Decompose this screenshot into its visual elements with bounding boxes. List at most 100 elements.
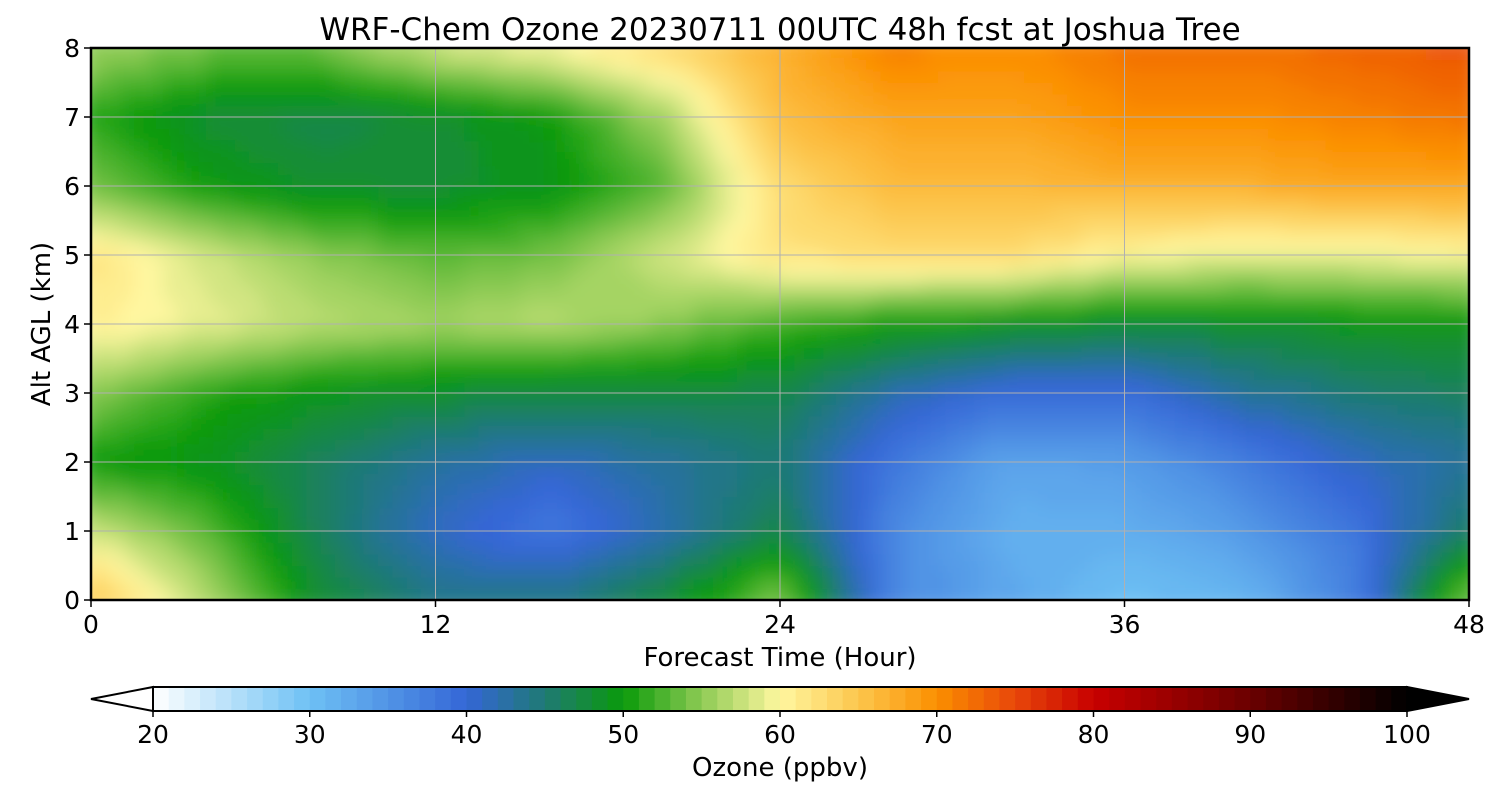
heatmap-cell — [277, 94, 293, 107]
heatmap-cell — [349, 393, 365, 406]
heatmap-cell — [1339, 324, 1355, 337]
heatmap-cell — [205, 450, 221, 463]
heatmap-cell — [406, 151, 422, 164]
heatmap-cell — [1095, 82, 1111, 95]
heatmap-cell — [464, 151, 480, 164]
heatmap-cell — [1167, 347, 1183, 360]
heatmap-cell — [780, 427, 795, 440]
heatmap-cell — [191, 140, 207, 153]
heatmap-cell — [1181, 335, 1197, 348]
heatmap-cell — [550, 82, 566, 95]
heatmap-cell — [449, 197, 465, 210]
heatmap-cell — [449, 94, 465, 107]
heatmap-cell — [335, 209, 350, 222]
heatmap-cell — [995, 243, 1011, 256]
heatmap-cell — [980, 554, 996, 567]
heatmap-cell — [320, 278, 336, 291]
heatmap-cell — [220, 312, 236, 325]
heatmap-cell — [1440, 416, 1456, 429]
heatmap-cell — [780, 439, 795, 452]
heatmap-cell — [1339, 508, 1355, 521]
heatmap-cell — [636, 393, 652, 406]
heatmap-cell — [1425, 347, 1441, 360]
heatmap-cell — [1181, 220, 1197, 233]
heatmap-cell — [650, 485, 666, 498]
heatmap-cell — [1311, 220, 1327, 233]
heatmap-cell — [736, 324, 752, 337]
heatmap-cell — [665, 71, 681, 84]
heatmap-cell — [277, 381, 293, 394]
heatmap-cell — [650, 278, 666, 291]
heatmap-cell — [1067, 588, 1083, 600]
heatmap-cell — [650, 496, 666, 509]
heatmap-cell — [464, 508, 480, 521]
heatmap-cell — [995, 439, 1011, 452]
heatmap-cell — [349, 381, 365, 394]
heatmap-cell — [248, 186, 264, 199]
heatmap-cell — [1411, 335, 1427, 348]
heatmap-cell — [909, 554, 925, 567]
heatmap-cell — [119, 128, 135, 141]
heatmap-cell — [1024, 565, 1039, 578]
heatmap-cell — [1181, 519, 1197, 532]
heatmap-cell — [1253, 232, 1269, 245]
heatmap-cell — [722, 416, 738, 429]
heatmap-cell — [579, 324, 594, 337]
heatmap-cell — [1325, 174, 1341, 187]
heatmap-cell — [1239, 82, 1255, 95]
heatmap-cell — [622, 117, 638, 130]
heatmap-cell — [1181, 105, 1197, 118]
heatmap-cell — [205, 105, 221, 118]
colorbar-segment — [247, 687, 264, 711]
heatmap-cell — [306, 266, 322, 279]
heatmap-cell — [478, 105, 494, 118]
heatmap-cell — [1138, 519, 1154, 532]
heatmap-cell — [593, 450, 609, 463]
heatmap-cell — [1153, 508, 1169, 521]
heatmap-cell — [1024, 174, 1039, 187]
heatmap-cell — [1110, 450, 1126, 463]
heatmap-cell — [937, 59, 953, 72]
heatmap-cell — [765, 220, 781, 233]
heatmap-cell — [521, 209, 537, 222]
heatmap-cell — [866, 94, 882, 107]
heatmap-cell — [909, 531, 925, 544]
heatmap-cell — [1440, 174, 1456, 187]
heatmap-cell — [1411, 243, 1427, 256]
heatmap-cell — [363, 496, 379, 509]
heatmap-cell — [995, 232, 1011, 245]
heatmap-cell — [177, 48, 193, 61]
colorbar-tick-label: 40 — [451, 720, 483, 749]
heatmap-cell — [1368, 473, 1384, 486]
heatmap-cell — [1268, 174, 1283, 187]
heatmap-cell — [1167, 427, 1183, 440]
heatmap-cell — [1454, 232, 1469, 245]
heatmap-cell — [1138, 209, 1154, 222]
heatmap-cell — [894, 370, 910, 383]
heatmap-cell — [736, 381, 752, 394]
heatmap-cell — [1210, 220, 1226, 233]
heatmap-cell — [1210, 370, 1226, 383]
heatmap-cell — [708, 588, 724, 600]
heatmap-cell — [406, 404, 422, 417]
heatmap-cell — [1440, 554, 1456, 567]
heatmap-cell — [492, 105, 508, 118]
heatmap-cell — [1196, 588, 1212, 600]
heatmap-cell — [1325, 542, 1341, 555]
heatmap-cell — [449, 151, 465, 164]
heatmap-cell — [148, 404, 164, 417]
heatmap-cell — [693, 381, 709, 394]
heatmap-cell — [1239, 324, 1255, 337]
heatmap-cell — [980, 577, 996, 590]
heatmap-cell — [1009, 301, 1025, 314]
heatmap-cell — [880, 370, 896, 383]
heatmap-cell — [1440, 393, 1456, 406]
heatmap-cell — [751, 117, 767, 130]
heatmap-cell — [880, 393, 896, 406]
heatmap-cell — [1167, 416, 1183, 429]
heatmap-cell — [1311, 381, 1327, 394]
heatmap-cell — [736, 266, 752, 279]
heatmap-cell — [1138, 186, 1154, 199]
heatmap-cell — [693, 577, 709, 590]
heatmap-cell — [1153, 565, 1169, 578]
